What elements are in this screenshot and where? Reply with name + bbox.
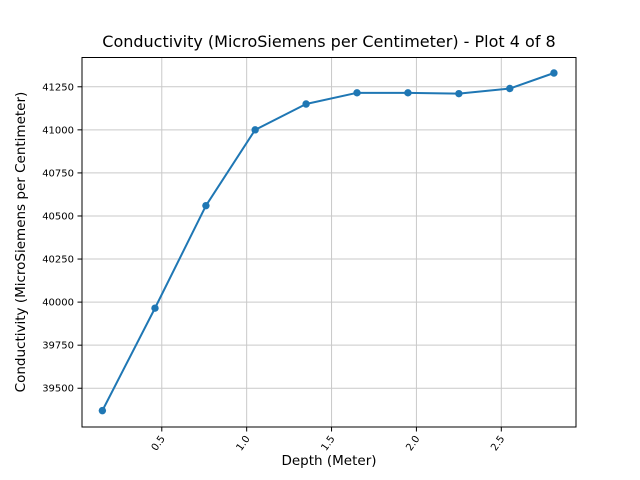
y-tick-label: 39500	[42, 384, 74, 395]
y-tick-label: 40500	[42, 211, 74, 222]
data-point-marker	[353, 89, 361, 97]
data-point-marker	[404, 89, 412, 97]
x-tick-label: 0.5	[150, 434, 168, 453]
x-axis-label: Depth (Meter)	[281, 453, 377, 469]
x-tick-label: 1.5	[319, 434, 337, 453]
data-line	[101, 72, 555, 412]
x-tick-label: 2.5	[489, 434, 507, 453]
y-tick-label: 39750	[42, 341, 74, 352]
data-point-marker	[251, 126, 259, 134]
data-point-marker	[302, 100, 310, 108]
chart-title: Conductivity (MicroSiemens per Centimete…	[102, 32, 556, 51]
x-tick-label: 1.0	[235, 434, 253, 453]
x-tick-label: 2.0	[404, 434, 422, 453]
axes-frame	[81, 57, 577, 428]
data-point-marker	[506, 84, 514, 93]
y-tick-label: 41000	[42, 125, 74, 136]
data-point-marker	[202, 201, 210, 210]
data-point-marker	[151, 304, 159, 312]
y-tick-label: 41250	[42, 82, 74, 93]
y-tick-label: 40750	[42, 168, 74, 179]
data-point-marker	[550, 69, 558, 77]
data-point-marker	[455, 89, 463, 98]
data-point-marker	[98, 406, 107, 415]
y-axis-label: Conductivity (MicroSiemens per Centimete…	[13, 91, 29, 393]
y-tick-label: 40250	[42, 255, 74, 266]
y-tick-label: 40000	[42, 298, 74, 309]
